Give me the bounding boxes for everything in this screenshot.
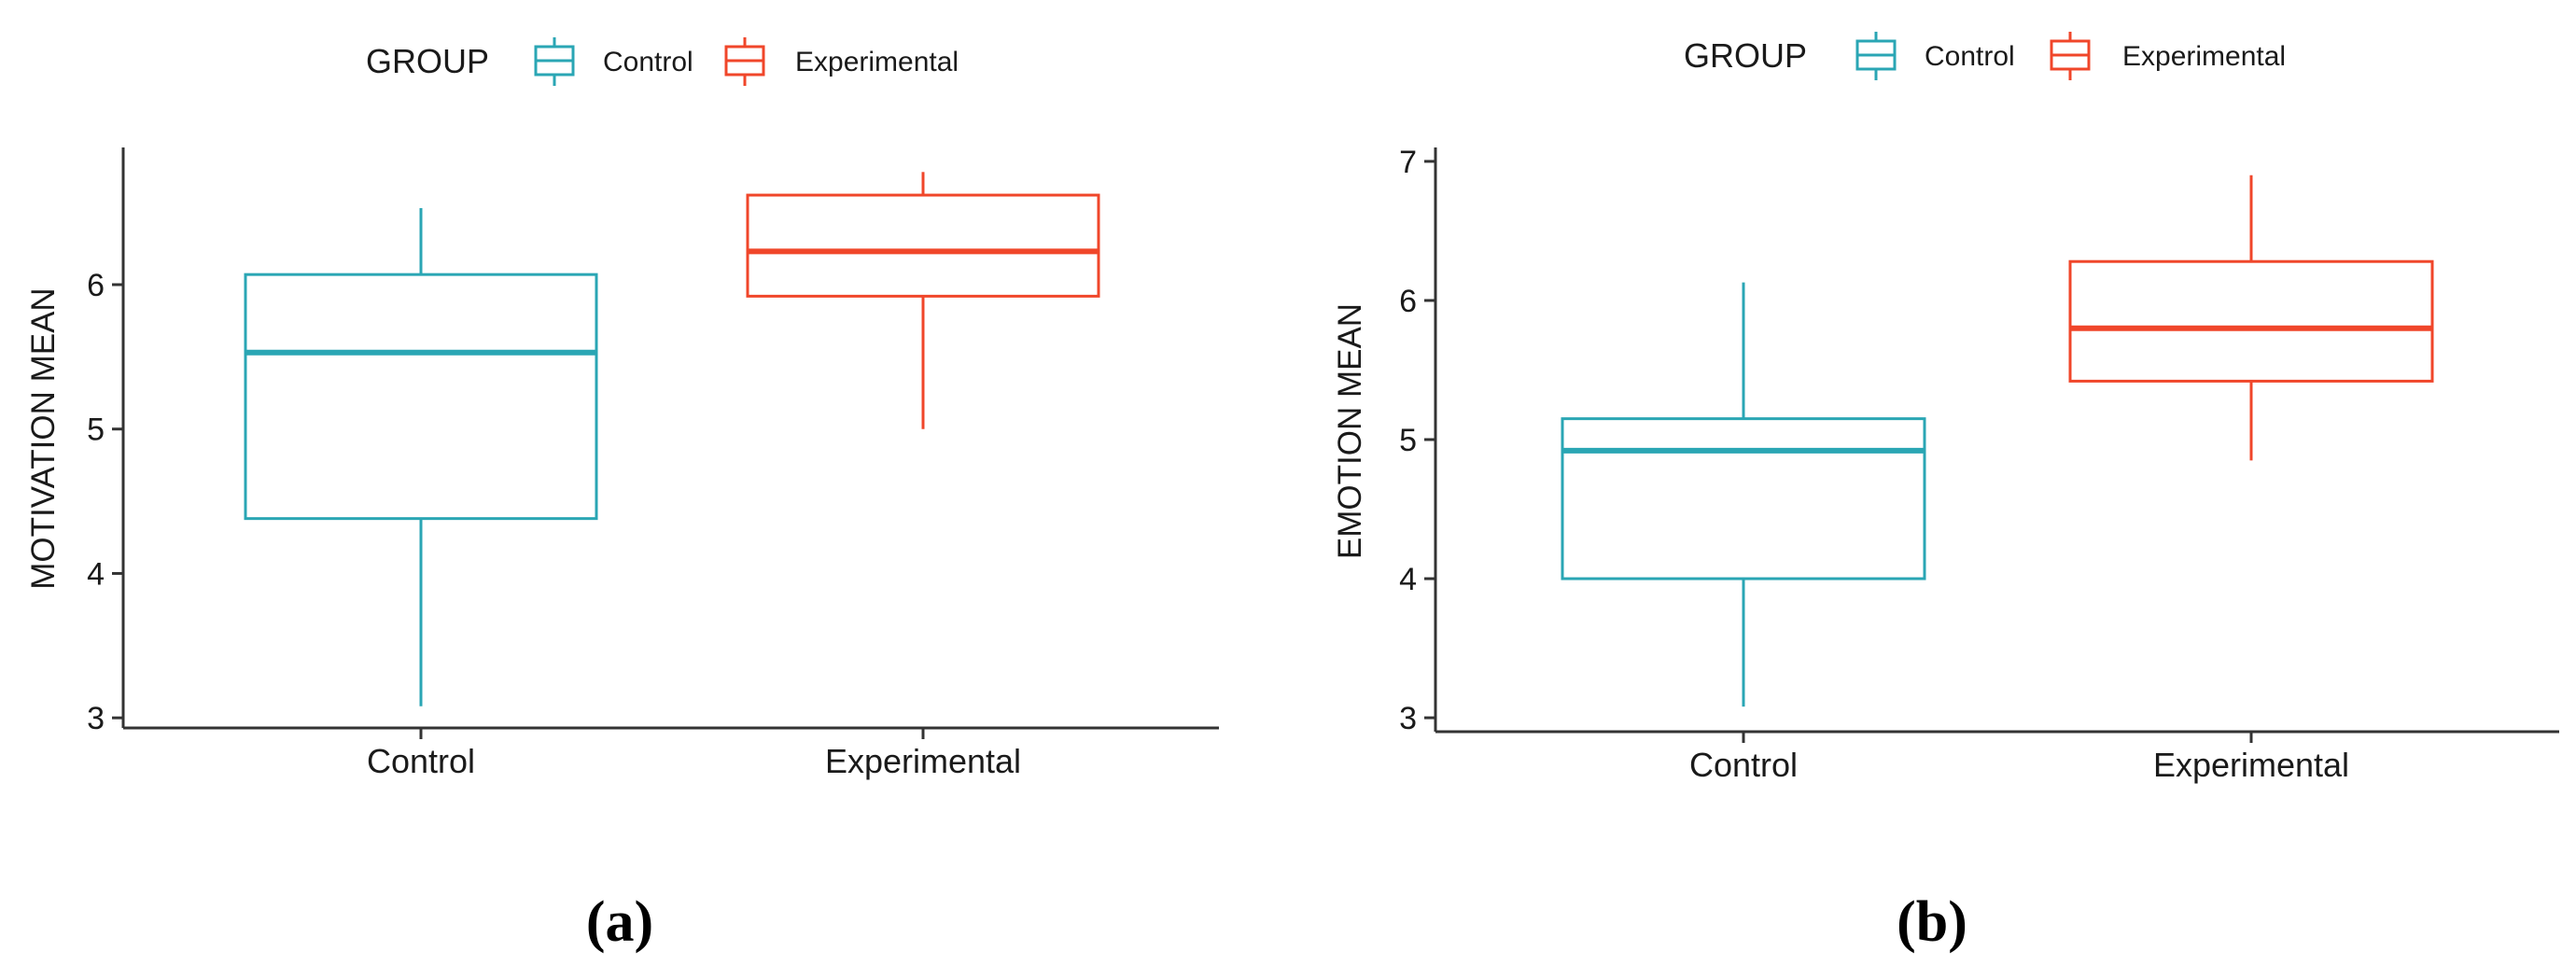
legend-key-experimental <box>724 37 765 86</box>
box-iqr <box>2068 259 2434 383</box>
y-axis-label: MOTIVATION MEAN <box>25 287 62 589</box>
y-tick-label: 3 <box>1399 701 1417 736</box>
chart-panel-a: GROUP Control Experimental 3 4 5 6 MOTIVATION M… <box>25 37 1219 954</box>
y-tick-label: 5 <box>87 413 105 448</box>
box-iqr <box>244 273 598 521</box>
y-tick-label: 6 <box>87 268 105 303</box>
legend-key-control <box>1855 32 1897 80</box>
legend-key-experimental <box>2050 32 2091 80</box>
legend-key-control <box>534 37 575 86</box>
box-iqr <box>1561 417 1926 580</box>
y-tick-label: 4 <box>1399 562 1417 597</box>
legend-label-control: Control <box>603 47 693 77</box>
y-tick-label: 3 <box>87 701 105 736</box>
x-tick-label: Experimental <box>825 742 1021 780</box>
panel-label: (b) <box>1897 890 1967 954</box>
y-tick-label: 4 <box>87 556 105 592</box>
box-iqr <box>746 193 1100 298</box>
box-control <box>244 207 598 706</box>
box-experimental <box>746 172 1100 429</box>
y-tick-label: 7 <box>1399 145 1417 180</box>
legend-title: GROUP <box>366 42 489 80</box>
legend-label-experimental: Experimental <box>2122 41 2286 72</box>
x-tick-label: Experimental <box>2153 746 2349 784</box>
box-control <box>1561 282 1926 707</box>
x-tick-label: Control <box>1689 746 1798 784</box>
y-axis-label: EMOTION MEAN <box>1332 303 1368 559</box>
x-tick-label: Control <box>367 742 475 780</box>
y-tick-label: 6 <box>1399 284 1417 319</box>
y-tick-label: 5 <box>1399 423 1417 458</box>
box-experimental <box>2068 175 2434 461</box>
legend-label-experimental: Experimental <box>795 47 959 77</box>
legend-label-control: Control <box>1925 41 2015 72</box>
panel-label: (a) <box>586 890 653 954</box>
chart-panel-b: GROUP Control Experimental 3 4 5 6 7 EMOTION MEA… <box>1332 32 2559 954</box>
legend-title: GROUP <box>1684 36 1807 75</box>
